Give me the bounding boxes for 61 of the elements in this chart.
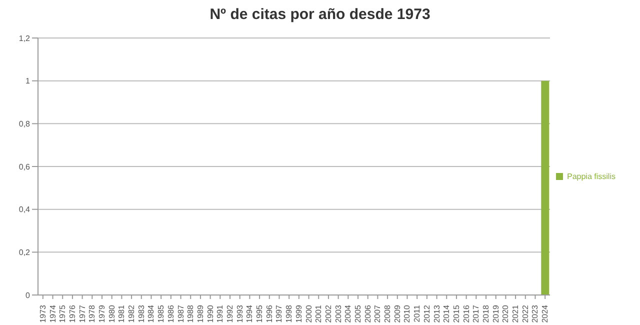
y-tick-label: 0,8 <box>18 120 31 129</box>
x-tick-label: 2014 <box>442 304 452 323</box>
y-tick-label: 0,4 <box>18 205 31 214</box>
y-tick-label: 0,6 <box>18 162 31 172</box>
legend-label: Pappia fissilis <box>567 172 616 181</box>
y-tick-label: 0,2 <box>18 248 31 258</box>
x-tick-label: 2024 <box>540 304 550 323</box>
x-tick-label: 1978 <box>88 304 97 323</box>
x-tick-label: 1997 <box>274 304 284 323</box>
x-tick-label: 1999 <box>294 304 304 323</box>
x-tick-label: 2019 <box>491 304 500 323</box>
x-tick-label: 2007 <box>373 304 382 323</box>
chart-title: Nº de citas por año desde 1973 <box>208 6 432 23</box>
x-tick-label: 2013 <box>432 304 442 323</box>
x-tick-label: 1993 <box>235 304 244 323</box>
x-tick-label: 1983 <box>136 304 146 323</box>
x-tick-label: 2018 <box>482 304 490 323</box>
x-tick-label: 1977 <box>78 304 87 323</box>
x-tick-label: 2004 <box>344 304 353 323</box>
x-tick-label: 2010 <box>402 304 412 323</box>
x-tick-label: 1981 <box>117 304 126 323</box>
x-tick-label: 1973 <box>38 304 48 323</box>
x-tick-label: 2003 <box>334 304 343 323</box>
x-tick-label: 2017 <box>472 304 481 323</box>
x-tick-label: 1990 <box>206 304 215 323</box>
x-tick-label: 1988 <box>186 304 196 323</box>
x-tick-label: 1989 <box>196 304 205 323</box>
x-tick-label: 1982 <box>127 304 136 323</box>
x-tick-label: 2009 <box>392 304 402 323</box>
x-tick-label: 2002 <box>324 304 333 323</box>
y-tick-label: 1 <box>26 76 31 86</box>
x-tick-label: 2005 <box>354 304 362 323</box>
x-tick-label: 2016 <box>462 304 471 323</box>
x-tick-label: 2021 <box>511 304 520 323</box>
x-tick-label: 1994 <box>245 304 254 323</box>
x-tick-label: 2015 <box>452 304 461 323</box>
x-tick-label: 1992 <box>226 304 234 323</box>
x-tick-label: 2012 <box>422 304 432 323</box>
x-tick-label: 2020 <box>501 304 510 323</box>
x-tick-label: 2011 <box>412 304 422 322</box>
x-tick-label: 1996 <box>264 304 274 323</box>
y-tick-label: 0 <box>26 290 31 300</box>
x-tick-label: 1998 <box>284 304 294 323</box>
x-tick-label: 1976 <box>68 304 77 323</box>
x-tick-label: 1987 <box>176 304 186 323</box>
x-tick-label: 1979 <box>98 304 106 323</box>
y-tick-label: 1,2 <box>18 34 31 43</box>
x-tick-label: 1980 <box>107 304 116 323</box>
x-tick-label: 2008 <box>383 304 392 323</box>
x-tick-label: 1986 <box>166 304 176 323</box>
x-tick-label: 1974 <box>48 304 58 323</box>
x-tick-label: 2006 <box>363 304 372 323</box>
x-tick-label: 1991 <box>216 304 225 323</box>
x-tick-label: 1984 <box>146 304 156 323</box>
x-tick-label: 1995 <box>255 304 264 323</box>
x-tick-label: 2023 <box>530 304 540 323</box>
x-tick-label: 1975 <box>58 304 68 323</box>
x-tick-label: 2022 <box>520 304 530 323</box>
x-tick-label: 2001 <box>314 304 324 323</box>
x-tick-label: 1985 <box>156 304 166 323</box>
x-tick-label: 2000 <box>304 304 314 323</box>
